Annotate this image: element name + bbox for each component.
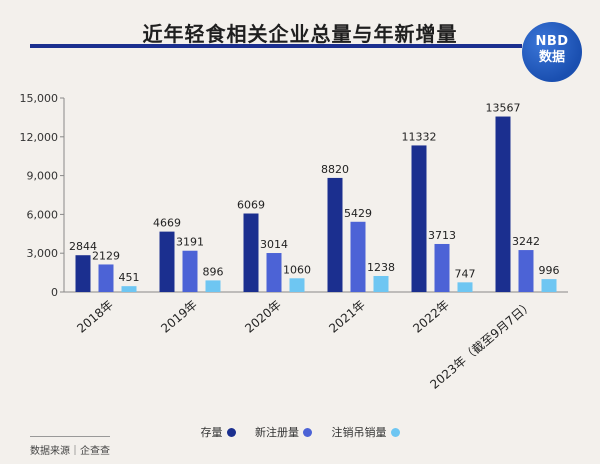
legend: 存量 新注册量 注销吊销量 — [0, 424, 600, 440]
title-underline — [30, 44, 522, 48]
bar-stock — [327, 177, 343, 292]
bar-cancel — [289, 278, 305, 292]
bar-stock — [411, 145, 427, 292]
bar-new — [434, 243, 450, 292]
bar-cancel — [373, 275, 389, 292]
source-note: 数据来源｜企查查 — [30, 446, 110, 457]
y-tick-label: 0 — [51, 286, 58, 299]
bar-cancel — [541, 279, 557, 292]
logo-text-top: NBD — [535, 34, 569, 49]
bar-cancel — [121, 286, 137, 292]
y-tick-label: 6,000 — [27, 208, 59, 221]
bar-stock — [159, 231, 175, 292]
legend-label-new: 新注册量 — [255, 426, 299, 439]
x-tick-label: 2021年 — [326, 298, 368, 336]
legend-item-new: 新注册量 — [255, 424, 312, 440]
data-label: 11332 — [402, 130, 437, 143]
data-label: 1060 — [283, 263, 311, 276]
data-label: 3242 — [512, 235, 540, 248]
data-label: 5429 — [344, 207, 372, 220]
legend-swatch-new — [303, 428, 312, 437]
x-tick-label: 2019年 — [158, 298, 200, 336]
bar-stock — [75, 255, 91, 292]
x-tick-label: 2018年 — [74, 298, 116, 336]
x-tick-label: 2022年 — [410, 298, 452, 336]
data-label: 3191 — [176, 236, 204, 249]
legend-label-stock: 存量 — [200, 426, 223, 439]
y-tick-label: 15,000 — [20, 92, 59, 105]
data-label: 896 — [203, 265, 224, 278]
data-label: 2844 — [69, 240, 97, 253]
logo-text-bottom: 数据 — [538, 50, 565, 65]
bar-new — [518, 250, 534, 292]
x-tick-label: 2020年 — [242, 298, 284, 336]
data-label: 8820 — [321, 163, 349, 176]
bar-stock — [243, 213, 259, 292]
data-label: 747 — [455, 267, 476, 280]
legend-item-cancel: 注销吊销量 — [332, 424, 400, 440]
data-label: 3713 — [428, 229, 456, 242]
legend-swatch-cancel — [390, 428, 400, 437]
bar-new — [182, 250, 198, 292]
bar-cancel — [457, 282, 473, 292]
data-label: 1238 — [367, 261, 395, 274]
data-label: 6069 — [237, 199, 265, 212]
y-tick-label: 12,000 — [20, 131, 59, 144]
bar-cancel — [205, 280, 221, 292]
data-label: 451 — [119, 271, 140, 284]
bar-new — [350, 221, 366, 292]
legend-item-stock: 存量 — [201, 424, 236, 440]
data-label: 13567 — [486, 102, 521, 115]
bar-chart: 0 3,000 6,000 9,000 12,000 15,000 2844 4669 6069… — [20, 92, 568, 392]
legend-label-cancel: 注销吊销量 — [331, 426, 387, 439]
bar-new — [266, 253, 282, 292]
data-label: 996 — [539, 264, 560, 277]
source-divider — [30, 436, 110, 437]
y-tick-label: 9,000 — [27, 170, 59, 183]
nbd-logo: NBD 数据 — [522, 22, 582, 82]
legend-swatch-stock — [226, 428, 236, 437]
bar-stock — [495, 116, 511, 292]
chart-title: 近年轻食相关企业总量与年新增量 — [142, 22, 458, 46]
data-label: 2129 — [92, 249, 120, 262]
bar-new — [98, 264, 114, 292]
data-label: 4669 — [153, 217, 181, 230]
y-tick-label: 3,000 — [27, 247, 59, 260]
data-label: 3014 — [260, 238, 288, 251]
